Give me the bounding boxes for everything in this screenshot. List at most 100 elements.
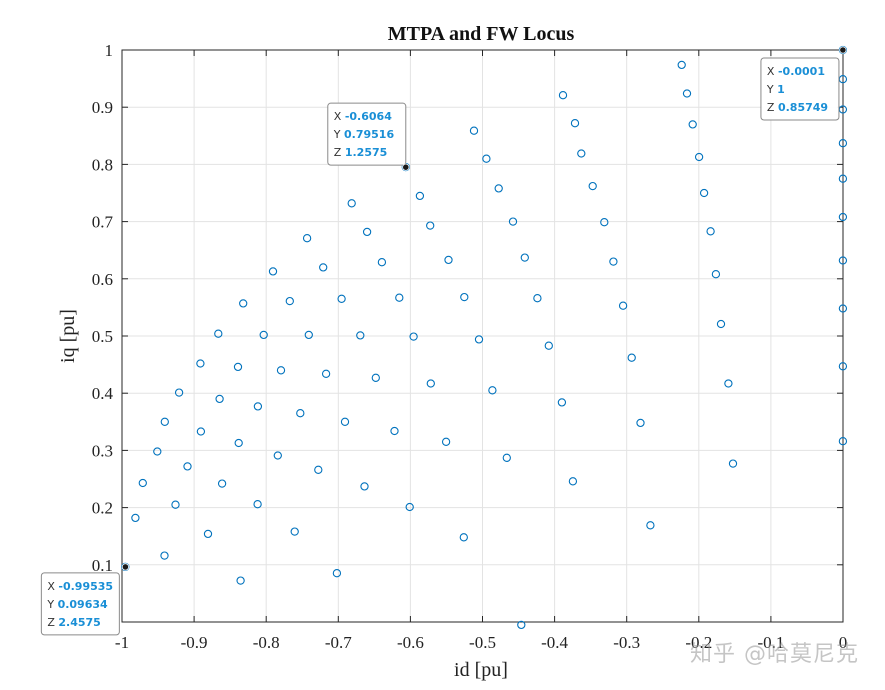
data-point[interactable]: [609, 257, 618, 266]
data-point[interactable]: [494, 184, 503, 193]
data-point[interactable]: [276, 366, 286, 375]
data-point[interactable]: [517, 620, 526, 630]
data-point[interactable]: [360, 482, 369, 491]
data-point[interactable]: [296, 409, 305, 418]
data-point[interactable]: [838, 212, 848, 222]
data-point[interactable]: [688, 120, 697, 129]
data-point[interactable]: [618, 301, 628, 310]
data-point[interactable]: [259, 330, 268, 340]
data-point[interactable]: [285, 296, 294, 306]
data-point[interactable]: [706, 227, 715, 236]
data-point[interactable]: [588, 181, 597, 191]
data-point[interactable]: [677, 60, 686, 70]
data-point[interactable]: [474, 335, 484, 344]
data-point[interactable]: [236, 576, 245, 585]
data-point[interactable]: [319, 263, 328, 272]
data-point[interactable]: [371, 373, 380, 382]
data-point[interactable]: [426, 379, 435, 388]
data-point[interactable]: [253, 402, 263, 411]
data-point[interactable]: [268, 267, 278, 276]
data-point[interactable]: [390, 426, 399, 436]
data-point[interactable]: [415, 191, 425, 201]
data-point[interactable]: [377, 258, 387, 267]
data-point[interactable]: [508, 217, 518, 226]
data-point[interactable]: [362, 227, 372, 237]
data-point[interactable]: [138, 478, 147, 488]
chart-title: MTPA and FW Locus: [388, 23, 575, 45]
data-point[interactable]: [482, 154, 491, 163]
data-point[interactable]: [520, 253, 529, 262]
data-point[interactable]: [160, 551, 169, 560]
data-point[interactable]: [273, 451, 282, 460]
data-point[interactable]: [304, 330, 313, 340]
datatip-anchor[interactable]: [121, 563, 130, 571]
datatip-key: Y: [333, 128, 344, 141]
data-point[interactable]: [711, 270, 721, 279]
data-point[interactable]: [217, 479, 227, 488]
data-point[interactable]: [233, 362, 243, 372]
data-point[interactable]: [409, 332, 418, 341]
data-point[interactable]: [838, 139, 848, 148]
data-point[interactable]: [302, 234, 312, 243]
data-point[interactable]: [160, 417, 169, 426]
data-point[interactable]: [838, 304, 848, 313]
data-point[interactable]: [253, 500, 262, 509]
data-point[interactable]: [441, 437, 451, 446]
data-point[interactable]: [646, 521, 655, 530]
data-point[interactable]: [215, 394, 224, 404]
data-point[interactable]: [724, 379, 733, 388]
data-point[interactable]: [153, 447, 162, 456]
datatip-anchor[interactable]: [402, 163, 410, 171]
data-point[interactable]: [444, 255, 453, 265]
data-point[interactable]: [469, 126, 479, 135]
data-point[interactable]: [577, 149, 586, 158]
datatip-anchor[interactable]: [839, 46, 847, 54]
data-point[interactable]: [290, 527, 299, 536]
data-point[interactable]: [699, 188, 709, 198]
data-point[interactable]: [405, 502, 414, 512]
data-point[interactable]: [600, 218, 609, 227]
data-point[interactable]: [502, 453, 511, 462]
data-point[interactable]: [321, 369, 331, 378]
data-point[interactable]: [426, 221, 435, 230]
data-point[interactable]: [694, 152, 704, 162]
data-point[interactable]: [337, 294, 346, 303]
data-point[interactable]: [838, 437, 848, 446]
data-point[interactable]: [533, 294, 542, 303]
data-point[interactable]: [838, 362, 848, 371]
data-point[interactable]: [627, 353, 636, 362]
data-point[interactable]: [558, 91, 568, 100]
data-point[interactable]: [314, 465, 323, 474]
data-point[interactable]: [716, 319, 726, 329]
data-point[interactable]: [728, 459, 738, 468]
data-point[interactable]: [682, 89, 692, 98]
data-point[interactable]: [459, 533, 468, 542]
data-point[interactable]: [171, 500, 180, 509]
data-point[interactable]: [203, 529, 213, 539]
data-point[interactable]: [340, 417, 350, 426]
data-point[interactable]: [234, 438, 243, 448]
data-point[interactable]: [570, 119, 580, 128]
data-point[interactable]: [544, 341, 553, 350]
data-point[interactable]: [332, 569, 342, 578]
data-point[interactable]: [460, 292, 469, 302]
data-point[interactable]: [356, 331, 365, 340]
data-point[interactable]: [838, 256, 848, 265]
data-point[interactable]: [347, 199, 356, 208]
data-point[interactable]: [196, 359, 205, 368]
data-point[interactable]: [183, 462, 192, 471]
data-point[interactable]: [395, 293, 404, 302]
data-point[interactable]: [838, 174, 848, 183]
data-point[interactable]: [131, 513, 140, 523]
data-point[interactable]: [196, 427, 206, 436]
data-point[interactable]: [557, 398, 567, 407]
data-point[interactable]: [239, 299, 248, 308]
data-point[interactable]: [174, 388, 184, 397]
data-point[interactable]: [636, 418, 645, 428]
data-point[interactable]: [488, 386, 497, 395]
data-point[interactable]: [214, 329, 223, 338]
data-point[interactable]: [568, 477, 578, 486]
